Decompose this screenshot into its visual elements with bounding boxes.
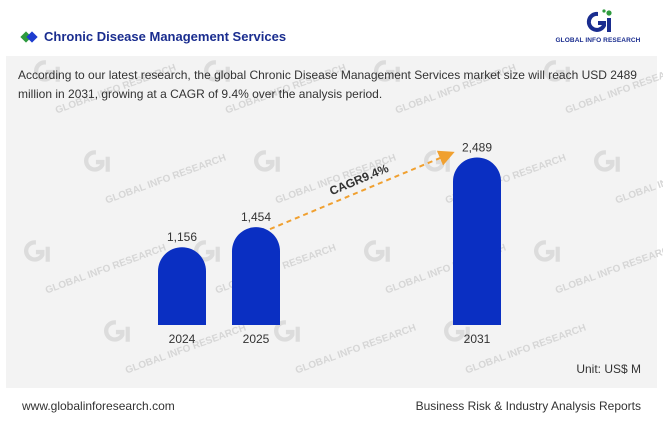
footer-website[interactable]: www.globalinforesearch.com [22, 399, 175, 413]
diamond-bullet-icon [20, 30, 38, 43]
bar-2024 [158, 247, 206, 325]
title-group: Chronic Disease Management Services [20, 29, 287, 44]
page-title: Chronic Disease Management Services [44, 29, 287, 44]
footer-tagline: Business Risk & Industry Analysis Report… [415, 399, 641, 413]
value-label-2024: 1,156 [167, 230, 197, 244]
bar-2025 [232, 227, 280, 325]
bar-chart: 1,156 1,454 2,489 2024 2025 2031 CAGR9.4% [158, 140, 501, 346]
tick-label-2025: 2025 [243, 332, 270, 346]
logo-text: GLOBAL INFO RESEARCH [555, 37, 641, 44]
header: Chronic Disease Management Services GLOB… [0, 0, 663, 56]
description-text: According to our latest research, the gl… [18, 68, 637, 101]
bar-2031 [453, 157, 501, 325]
tick-label-2024: 2024 [169, 332, 196, 346]
value-label-2025: 1,454 [241, 210, 271, 224]
cagr-annotation: CAGR9.4% [327, 161, 391, 198]
cagr-arrow [269, 150, 455, 231]
tick-label-2031: 2031 [464, 332, 491, 346]
company-logo: GLOBAL INFO RESEARCH [548, 8, 648, 48]
value-label-2031: 2,489 [462, 140, 492, 154]
gi-logo-icon [586, 9, 612, 32]
footer: www.globalinforesearch.com Business Risk… [0, 388, 663, 423]
unit-label: Unit: US$ M [576, 362, 641, 376]
